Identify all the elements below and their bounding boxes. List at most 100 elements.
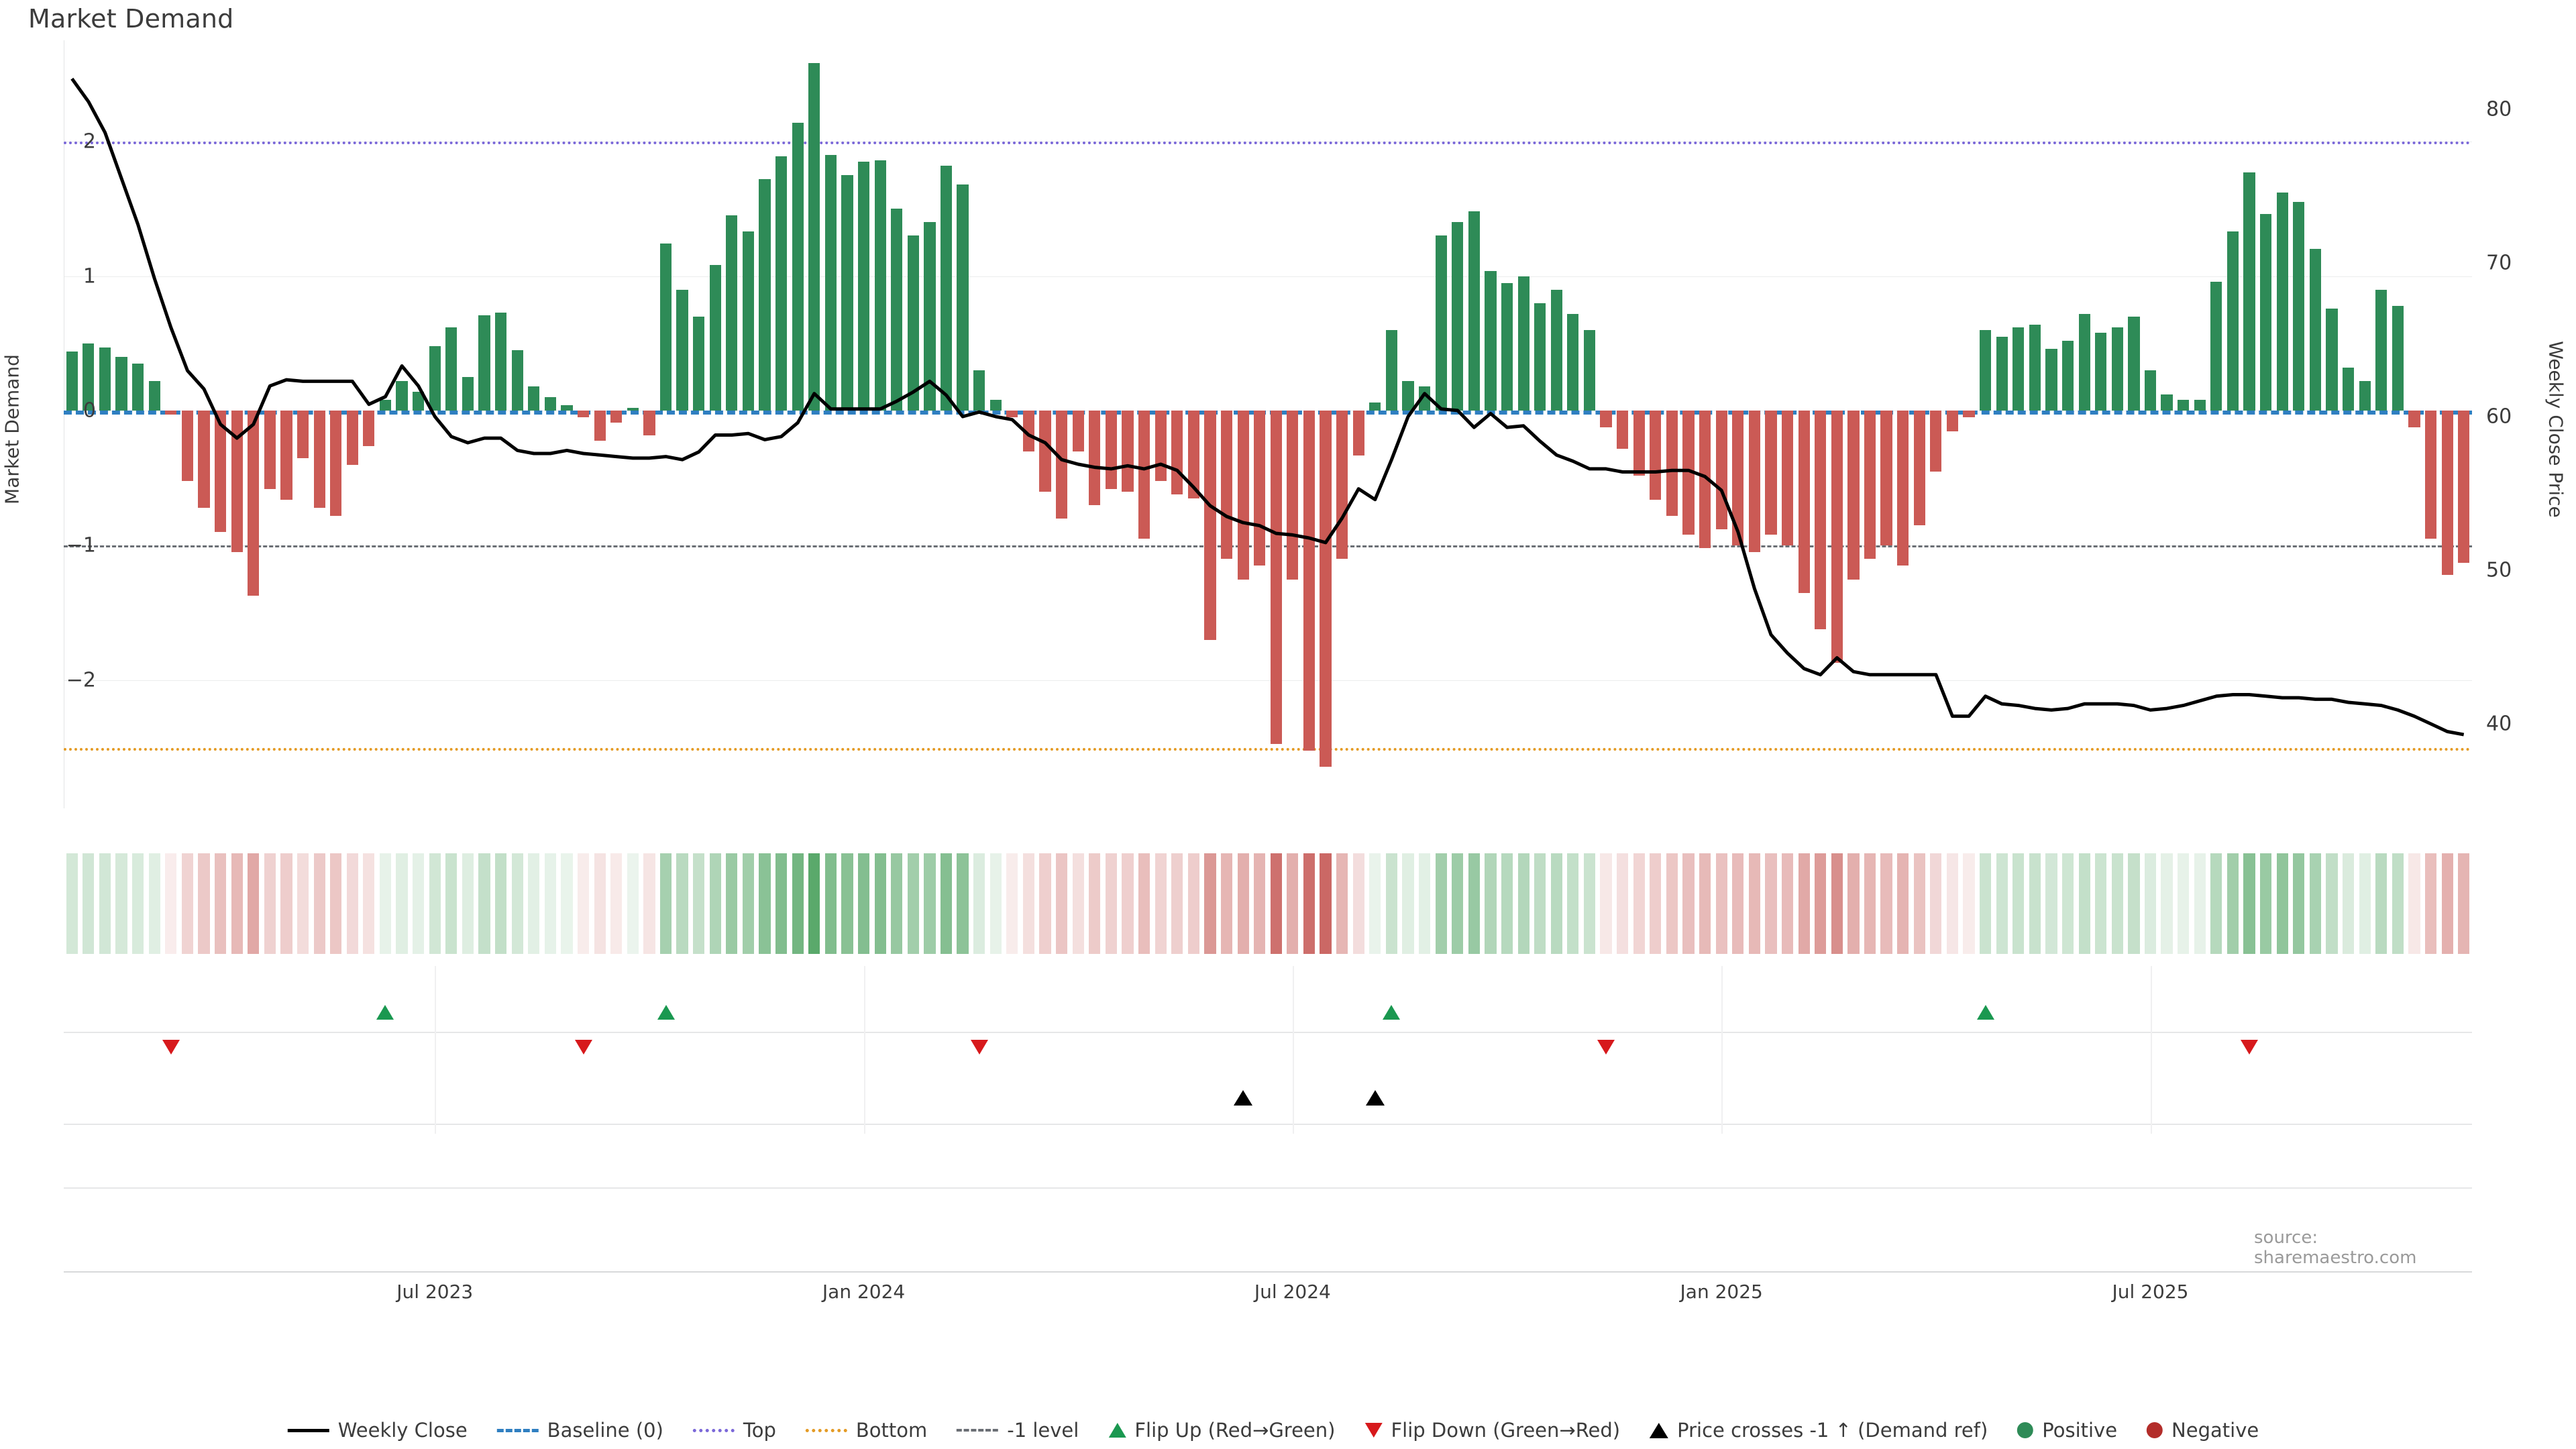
demand-bar-negative xyxy=(346,411,358,465)
heatstrip-cell xyxy=(1600,853,1612,954)
heatstrip-cell xyxy=(544,853,556,954)
heatstrip-cell xyxy=(1155,853,1167,954)
y-axis-right-tick: 50 xyxy=(2486,558,2512,582)
demand-bar-positive xyxy=(891,209,903,411)
demand-bar-positive xyxy=(2095,332,2107,411)
legend-item-top[interactable]: Top xyxy=(692,1419,776,1442)
demand-bar-positive xyxy=(907,235,919,411)
heatstrip-cell xyxy=(445,853,458,954)
legend-item-label: Bottom xyxy=(855,1419,928,1442)
triangle-down-red-icon xyxy=(1364,1423,1383,1438)
heatstrip-cell xyxy=(511,853,523,954)
demand-bar-positive xyxy=(726,215,738,411)
demand-bar-negative xyxy=(1864,411,1876,559)
legend-item-negative[interactable]: Negative xyxy=(2147,1419,2259,1442)
heatstrip-cell xyxy=(742,853,755,954)
gridline xyxy=(64,680,2472,682)
heatstrip-cell xyxy=(1847,853,1860,954)
demand-bar-negative xyxy=(1220,411,1233,559)
demand-bar-negative xyxy=(1765,411,1777,535)
demand-bar-positive xyxy=(1385,329,1397,411)
heatstrip-cell xyxy=(2375,853,2387,954)
demand-bar-positive xyxy=(824,154,837,411)
legend-item-weekly-close[interactable]: Weekly Close xyxy=(287,1419,468,1442)
demand-bar-positive xyxy=(2392,305,2404,411)
demand-bar-negative xyxy=(1039,411,1051,492)
heatstrip-cell xyxy=(2012,853,2025,954)
triangle-up-green-icon xyxy=(1108,1423,1126,1438)
demand-bar-positive xyxy=(1501,282,1513,411)
heatstrip-cell xyxy=(1534,853,1546,954)
demand-bar-negative xyxy=(1204,411,1216,640)
demand-bar-positive xyxy=(2359,381,2371,411)
demand-bar-positive xyxy=(989,400,1002,411)
heatstrip-cell xyxy=(2161,853,2173,954)
heatstrip-cell xyxy=(1204,853,1216,954)
marker-panel xyxy=(64,966,2472,1261)
demand-bar-negative xyxy=(1699,411,1711,549)
heatstrip-cell xyxy=(2194,853,2206,954)
demand-bar-negative xyxy=(1022,411,1035,451)
demand-bar-positive xyxy=(115,357,127,411)
flip-up-marker[interactable] xyxy=(376,1005,394,1020)
flip-up-marker[interactable] xyxy=(1383,1005,1401,1020)
demand-bar-positive xyxy=(857,161,870,411)
demand-bar-negative xyxy=(198,411,210,508)
flip-up-marker[interactable] xyxy=(657,1005,675,1020)
legend-item-bottom[interactable]: Bottom xyxy=(805,1419,928,1442)
demand-bar-positive xyxy=(495,312,507,411)
heatstrip-cell xyxy=(1352,853,1364,954)
heatstrip-cell xyxy=(248,853,260,954)
legend-item-minus-one-level[interactable]: -1 level xyxy=(957,1419,1079,1442)
minus-one-dash-icon xyxy=(957,1429,999,1432)
demand-bar-positive xyxy=(2326,308,2338,411)
marker-gridline xyxy=(64,1187,2472,1189)
heatstrip-cell xyxy=(1831,853,1843,954)
heatstrip-cell xyxy=(2095,853,2107,954)
heatstrip-cell xyxy=(1732,853,1744,954)
heatstrip-cell xyxy=(495,853,507,954)
legend-item-flip-up[interactable]: Flip Up (Red→Green) xyxy=(1108,1419,1335,1442)
flip-up-marker[interactable] xyxy=(1976,1005,1994,1020)
demand-bar-negative xyxy=(1138,411,1150,539)
heatstrip-cell xyxy=(1567,853,1579,954)
demand-bar-positive xyxy=(561,405,573,411)
demand-bar-negative xyxy=(643,411,655,435)
flip-down-marker[interactable] xyxy=(2241,1040,2259,1055)
demand-bar-positive xyxy=(99,347,111,411)
demand-bar-positive xyxy=(627,408,639,411)
heatstrip-cell xyxy=(709,853,721,954)
heatstrip-cell xyxy=(1336,853,1348,954)
demand-bar-negative xyxy=(1815,411,1827,629)
flip-down-marker[interactable] xyxy=(970,1040,988,1055)
heatstrip-cell xyxy=(2408,853,2420,954)
demand-bar-positive xyxy=(1550,289,1562,411)
demand-bar-positive xyxy=(379,400,392,411)
weekly-close-path xyxy=(70,77,2465,737)
price-cross-marker[interactable] xyxy=(1234,1090,1253,1106)
heatstrip-cell xyxy=(231,853,243,954)
heatstrip-cell xyxy=(2293,853,2305,954)
flip-down-marker[interactable] xyxy=(574,1040,592,1055)
heatstrip-cell xyxy=(759,853,771,954)
legend-item-price-crosses[interactable]: Price crosses -1 ↑ (Demand ref) xyxy=(1650,1419,1988,1442)
flip-down-marker[interactable] xyxy=(1597,1040,1615,1055)
heatstrip-cell xyxy=(1880,853,1892,954)
chart-legend: Weekly Close Baseline (0) Top Bottom -1 leve… xyxy=(287,1419,2288,1442)
legend-item-baseline[interactable]: Baseline (0) xyxy=(496,1419,663,1442)
demand-bar-positive xyxy=(2260,214,2272,411)
marker-gridline-vertical xyxy=(435,966,437,1134)
legend-item-flip-down[interactable]: Flip Down (Green→Red) xyxy=(1364,1419,1620,1442)
heatstrip-cell xyxy=(181,853,193,954)
price-cross-marker[interactable] xyxy=(1365,1090,1385,1106)
reference-line-bottom xyxy=(64,747,2472,751)
flip-down-marker[interactable] xyxy=(162,1040,180,1055)
legend-item-positive[interactable]: Positive xyxy=(2017,1419,2117,1442)
weekly-close-line xyxy=(70,77,2465,737)
heatstrip-cell xyxy=(413,853,425,954)
heatstrip-cell xyxy=(973,853,985,954)
demand-bar-positive xyxy=(874,160,886,411)
heatstrip-cell xyxy=(577,853,590,954)
demand-bar-positive xyxy=(2029,324,2041,411)
heatstrip-cell xyxy=(1815,853,1827,954)
